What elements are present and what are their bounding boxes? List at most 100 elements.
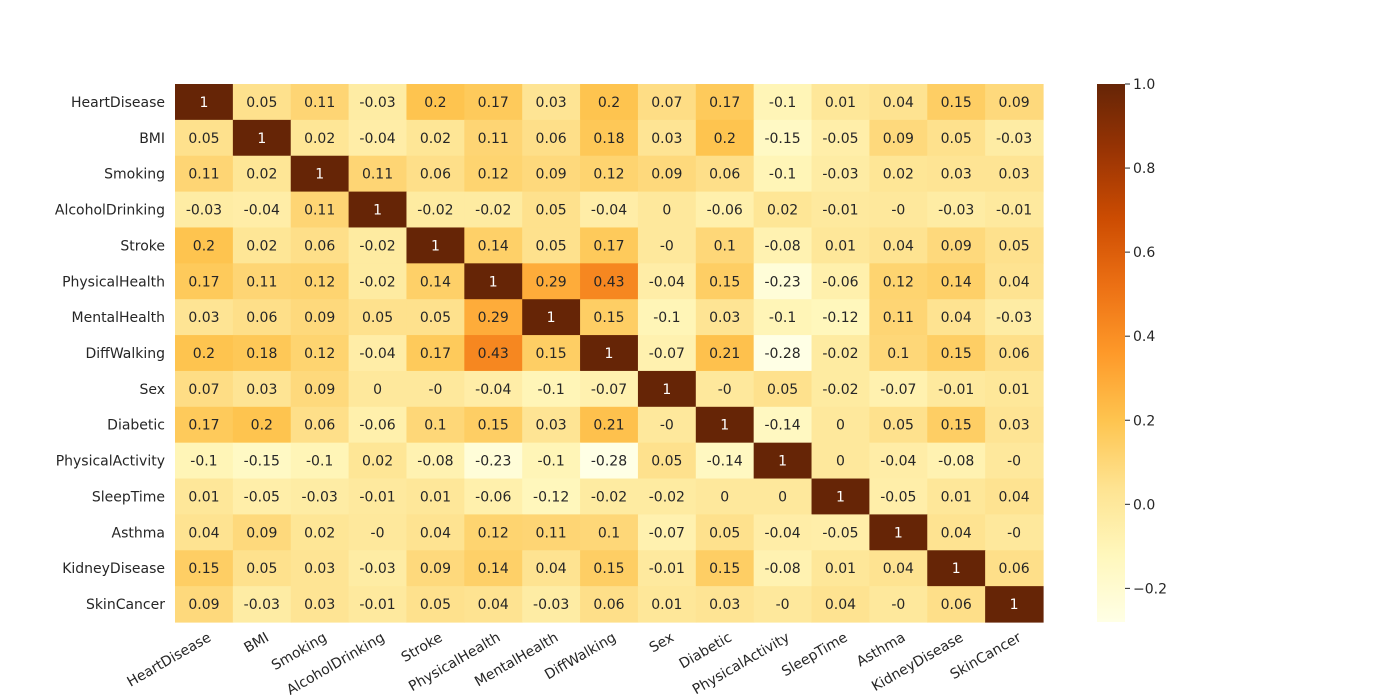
heatmap-cell bbox=[695, 191, 755, 229]
heatmap-cell bbox=[753, 263, 813, 300]
cell-value-label: -0 bbox=[1007, 454, 1021, 470]
heatmap-cell bbox=[464, 335, 523, 372]
heatmap-cell bbox=[464, 191, 523, 229]
heatmap-cell bbox=[290, 191, 350, 229]
heatmap-cell bbox=[927, 191, 986, 229]
heatmap-cell bbox=[985, 119, 1044, 157]
cell-value-label: -0.1 bbox=[306, 454, 333, 470]
cell-value-label: 0.03 bbox=[709, 597, 740, 613]
heatmap-cell bbox=[869, 586, 928, 623]
cell-value-label: -0.01 bbox=[938, 382, 974, 398]
heatmap-cell bbox=[811, 155, 870, 193]
cell-value-label: 0.06 bbox=[246, 310, 277, 326]
cell-value-label: 0.03 bbox=[536, 418, 567, 434]
heatmap-cell bbox=[811, 442, 870, 480]
heatmap-cell bbox=[464, 119, 523, 157]
cell-value-label: 1 bbox=[373, 203, 382, 219]
cell-value-label: 1 bbox=[778, 454, 787, 470]
cell-value-label: -0.01 bbox=[359, 489, 395, 505]
cell-value-label: -0 bbox=[1007, 525, 1021, 541]
row-label: HeartDisease bbox=[71, 95, 165, 111]
cell-value-label: -0.07 bbox=[649, 346, 685, 362]
heatmap-cell bbox=[985, 191, 1044, 229]
cell-value-label: 0.09 bbox=[188, 597, 219, 613]
heatmap-cell bbox=[753, 335, 813, 372]
heatmap-cell bbox=[175, 299, 234, 336]
heatmap-cell bbox=[406, 478, 465, 515]
row-label: DiffWalking bbox=[86, 346, 166, 362]
colorbar-tick-label: 0.8 bbox=[1133, 161, 1155, 177]
cell-value-label: 0.18 bbox=[246, 346, 277, 362]
cell-value-label: 0.04 bbox=[536, 561, 567, 577]
heatmap-cell bbox=[695, 227, 755, 264]
heatmap-cell bbox=[580, 263, 639, 300]
cell-value-label: 0.11 bbox=[304, 95, 335, 111]
cell-value-label: 0 bbox=[720, 489, 729, 505]
heatmap-cell bbox=[637, 586, 697, 623]
heatmap-cell bbox=[175, 586, 234, 623]
heatmap-cell bbox=[175, 335, 234, 372]
heatmap-cell bbox=[175, 550, 234, 587]
cell-value-label: -0.04 bbox=[591, 203, 627, 219]
heatmap-cell bbox=[522, 335, 581, 372]
cell-value-label: -0.05 bbox=[244, 489, 280, 505]
cell-value-label: 0.04 bbox=[188, 525, 219, 541]
cell-value-label: 0.09 bbox=[536, 167, 567, 183]
cell-value-label: -0.03 bbox=[359, 95, 395, 111]
cell-value-label: -0.04 bbox=[764, 525, 800, 541]
heatmap-cell bbox=[580, 586, 639, 623]
heatmap-cell bbox=[406, 191, 465, 229]
cell-value-label: -0.15 bbox=[244, 454, 280, 470]
cell-value-label: -0.1 bbox=[769, 310, 796, 326]
heatmap-cell bbox=[348, 191, 408, 229]
cell-value-label: 0.03 bbox=[941, 167, 972, 183]
heatmap-cell bbox=[406, 586, 465, 623]
cell-value-label: -0 bbox=[660, 418, 674, 434]
heatmap-cell bbox=[348, 370, 408, 408]
heatmap-cell bbox=[695, 263, 755, 300]
cell-value-label: 0.15 bbox=[188, 561, 219, 577]
cell-value-label: 0.03 bbox=[709, 310, 740, 326]
cell-value-label: -0.02 bbox=[359, 274, 395, 290]
cell-value-label: -0.1 bbox=[653, 310, 680, 326]
heatmap-cell bbox=[869, 84, 928, 121]
cell-value-label: 0.01 bbox=[825, 561, 856, 577]
heatmap-cell bbox=[175, 406, 234, 444]
cell-value-label: 0.15 bbox=[941, 95, 972, 111]
heatmap-cell bbox=[753, 478, 813, 515]
heatmap-cell bbox=[927, 406, 986, 444]
cell-value-label: -0.08 bbox=[764, 238, 800, 254]
cell-value-label: 0.2 bbox=[193, 238, 215, 254]
heatmap-cell bbox=[811, 550, 870, 587]
heatmap-cell bbox=[522, 191, 581, 229]
heatmap-cell bbox=[464, 550, 523, 587]
heatmap-cell bbox=[290, 586, 350, 623]
cell-value-label: 0 bbox=[836, 454, 845, 470]
cell-value-label: 0.01 bbox=[998, 382, 1029, 398]
cell-value-label: 0.05 bbox=[536, 238, 567, 254]
cell-value-label: -0.1 bbox=[537, 454, 564, 470]
column-label: Sex bbox=[647, 630, 677, 657]
heatmap-cell bbox=[406, 263, 465, 300]
cell-value-label: -0.01 bbox=[649, 561, 685, 577]
cell-value-label: -0.04 bbox=[359, 131, 395, 147]
cell-value-label: 0.1 bbox=[887, 346, 909, 362]
heatmap-cell bbox=[232, 119, 292, 157]
cell-value-label: -0.06 bbox=[822, 274, 858, 290]
cell-value-label: -0.04 bbox=[649, 274, 685, 290]
cell-value-label: -0.08 bbox=[417, 454, 453, 470]
heatmap-cell bbox=[637, 299, 697, 336]
cell-value-label: 0 bbox=[373, 382, 382, 398]
heatmap-cell bbox=[232, 370, 292, 408]
cell-value-label: 0.01 bbox=[941, 489, 972, 505]
cell-value-label: -0.04 bbox=[244, 203, 280, 219]
heatmap-cell bbox=[869, 299, 928, 336]
cell-value-label: 0.01 bbox=[825, 238, 856, 254]
heatmap-cell-labels: 1 0.05 0.11 -0.03 0.2 0.17 0.03 0.2 0.07 0.17 -0.1… bbox=[186, 95, 1032, 613]
row-label: Asthma bbox=[112, 525, 165, 541]
heatmap-cell bbox=[580, 227, 639, 264]
cell-value-label: 0.12 bbox=[304, 274, 335, 290]
heatmap-cell bbox=[464, 84, 523, 121]
cell-value-label: 1 bbox=[894, 525, 903, 541]
cell-value-label: -0.07 bbox=[880, 382, 916, 398]
